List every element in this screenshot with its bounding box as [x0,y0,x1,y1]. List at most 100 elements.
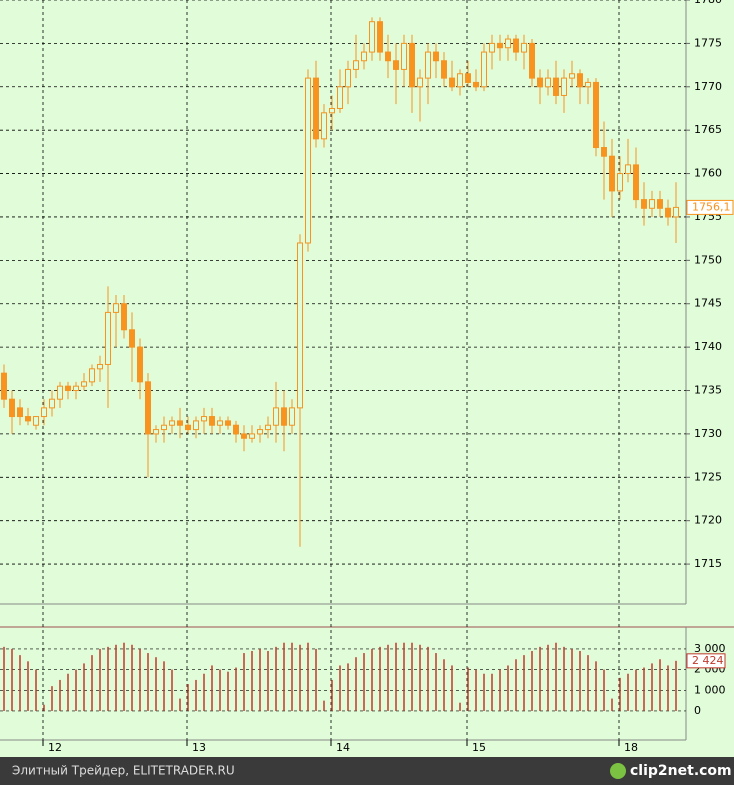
candle-body [537,77,543,88]
candle-body [17,407,23,418]
candle-body [321,112,327,140]
candle-body [81,381,87,387]
candle-body [657,199,663,209]
candle-body [441,60,447,79]
volume-tick-label: 0 [694,704,701,717]
y-tick-label: 1780 [694,0,722,6]
candle-body [465,73,471,83]
footer-logo: clip2net.com [630,763,732,779]
candle-body [337,86,343,109]
candle-body [489,42,495,53]
candle-body [481,51,487,88]
y-tick-label: 1760 [694,167,722,180]
candle-body [561,77,567,96]
candle-body [409,42,415,88]
candle-body [137,346,143,383]
candle-body [113,303,119,313]
x-tick-label: 14 [336,741,350,754]
candle-body [569,73,575,79]
candle-body [585,81,591,88]
last-price-box [686,199,734,215]
candle-body [329,107,335,114]
candle-body [105,311,111,365]
candle-body [65,385,71,392]
candle-body [265,424,271,431]
y-tick-label: 1750 [694,253,722,266]
candle-body [153,429,159,435]
candle-body [665,207,671,218]
last-price-label: 1756,1 [692,200,731,213]
candle-body [49,398,55,409]
candle-body [497,42,503,49]
candle-body [673,206,679,218]
candle-body [169,420,175,426]
candle-body [417,77,423,88]
candle-body [225,420,231,426]
y-tick-label: 1720 [694,514,722,527]
logo-icon [610,763,626,779]
candle-body [25,416,31,422]
candle-body [257,429,263,435]
candle-body [1,372,7,400]
x-tick-label: 12 [48,741,62,754]
candle-body [457,73,463,88]
candle-body [89,368,95,383]
x-tick-label: 18 [624,741,638,754]
candle-body [185,424,191,431]
candle-body [41,407,47,418]
candle-body [33,416,39,426]
candle-body [289,407,295,426]
candle-body [401,42,407,70]
y-tick-label: 1765 [694,123,722,136]
candle-body [521,42,527,53]
last-volume-box [686,653,726,669]
x-tick-label: 15 [472,741,486,754]
candle-body [505,38,511,49]
candle-body [393,60,399,70]
candle-body [57,385,63,400]
volume-tick-label: 3 000 [694,642,726,655]
candle-body [345,68,351,88]
candle-body [73,385,79,392]
y-tick-label: 1745 [694,297,722,310]
candle-body [97,363,103,370]
candle-body [121,303,127,331]
footer-source: Элитный Трейдер, ELITETRADER.RU [12,764,235,778]
candle-body [633,164,639,201]
candle-body [305,77,311,244]
candle-body [425,51,431,79]
last-volume-label: 2 424 [692,654,724,667]
candle-body [193,420,199,431]
candle-body [361,51,367,62]
candle-body [545,77,551,88]
candle-body [601,147,607,157]
candle-body [449,77,455,88]
candle-body [209,416,215,426]
candle-body [249,433,255,439]
y-tick-label: 1770 [694,80,722,93]
candle-body [161,424,167,431]
candle-body [129,329,135,348]
candle-body [201,416,207,422]
candle-body [553,77,559,96]
candle-body [433,51,439,62]
candle-body [313,77,319,140]
candle-body [649,199,655,209]
y-tick-label: 1730 [694,427,722,440]
y-tick-label: 1735 [694,384,722,397]
candle-body [273,407,279,426]
candle-body [529,42,535,79]
candle-body [217,420,223,426]
y-tick-label: 1715 [694,557,722,570]
candle-body [353,60,359,70]
candle-body [233,424,239,435]
candle-body [593,81,599,149]
y-tick-label: 1775 [694,36,722,49]
candle-body [513,38,519,53]
y-tick-label: 1740 [694,340,722,353]
candle-body [145,381,151,435]
background [0,0,734,757]
candle-body [609,155,615,192]
